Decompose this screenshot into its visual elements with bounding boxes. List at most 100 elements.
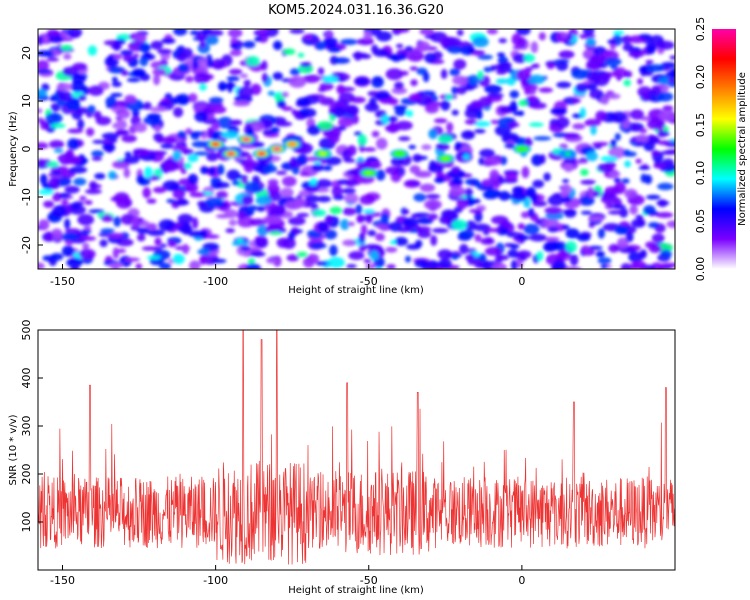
heat-cell bbox=[61, 245, 75, 257]
heat-cell bbox=[525, 137, 532, 148]
heat-cell bbox=[385, 68, 404, 81]
heat-cell bbox=[199, 255, 207, 265]
heat-cell bbox=[120, 49, 134, 56]
heat-cell bbox=[329, 132, 340, 144]
colorbar-tick-label: 0.05 bbox=[694, 209, 707, 234]
heat-cell bbox=[375, 137, 388, 150]
heat-cell bbox=[530, 41, 539, 54]
heat-cell bbox=[619, 207, 629, 218]
heat-cell bbox=[489, 65, 496, 72]
heat-cell bbox=[284, 200, 303, 210]
heat-cell bbox=[275, 170, 288, 175]
heat-cell bbox=[146, 255, 161, 260]
heat-cell bbox=[345, 179, 357, 187]
heat-cell bbox=[511, 33, 522, 46]
heat-cell bbox=[333, 57, 351, 64]
heat-cell bbox=[289, 156, 298, 169]
heat-cell bbox=[354, 131, 362, 136]
heat-cell bbox=[527, 207, 535, 218]
heat-cell bbox=[609, 172, 621, 177]
heat-cell bbox=[562, 96, 579, 105]
heat-cell bbox=[272, 72, 284, 81]
x-tick-label: 0 bbox=[518, 574, 525, 587]
heat-cell bbox=[336, 84, 346, 95]
heat-hotspot bbox=[365, 171, 372, 175]
heat-cell bbox=[486, 228, 501, 233]
heat-cell bbox=[582, 29, 595, 36]
heat-cell bbox=[358, 243, 367, 252]
heat-cell bbox=[204, 234, 220, 239]
heat-cell bbox=[498, 254, 509, 261]
heat-cell bbox=[406, 180, 421, 186]
heat-cell bbox=[416, 41, 431, 52]
heat-cell bbox=[504, 171, 518, 182]
heat-cell bbox=[65, 205, 72, 213]
heat-cell bbox=[40, 123, 50, 130]
heat-cell bbox=[635, 158, 642, 164]
heat-cell bbox=[181, 223, 192, 235]
heat-cell bbox=[364, 102, 380, 112]
heat-cell bbox=[413, 212, 431, 217]
heat-cell bbox=[409, 165, 421, 174]
heat-cell bbox=[449, 68, 461, 77]
heat-cell bbox=[421, 144, 432, 151]
heat-cell bbox=[311, 163, 324, 172]
heat-cell bbox=[139, 56, 149, 67]
heat-cell bbox=[607, 93, 621, 100]
colorbar: 0.00 0.05 0.10 0.15 0.20 0.25 Normalized spec… bbox=[694, 17, 748, 282]
heat-cell bbox=[177, 213, 193, 224]
heat-cell bbox=[576, 234, 591, 242]
heat-cell bbox=[184, 162, 192, 170]
heat-cell bbox=[217, 164, 225, 176]
heat-cell bbox=[375, 233, 385, 242]
heat-cell bbox=[136, 174, 145, 185]
heat-cell bbox=[38, 142, 49, 149]
heat-cell bbox=[518, 99, 528, 107]
heat-cell bbox=[556, 81, 572, 89]
heat-cell bbox=[213, 181, 230, 189]
heat-cell bbox=[200, 166, 210, 175]
heat-cell bbox=[324, 214, 333, 224]
heat-cell bbox=[430, 235, 438, 246]
heat-cell bbox=[572, 123, 586, 130]
heat-cell bbox=[394, 107, 407, 117]
heat-cell bbox=[477, 70, 484, 80]
heat-cell bbox=[172, 253, 185, 265]
heat-cell bbox=[315, 179, 332, 189]
heat-cell bbox=[492, 180, 501, 189]
heat-cell bbox=[474, 210, 483, 223]
x-tick-label: -50 bbox=[360, 275, 378, 288]
heat-cell bbox=[359, 53, 372, 60]
heat-cell bbox=[78, 94, 87, 101]
heat-cell bbox=[610, 65, 618, 70]
heat-cell bbox=[510, 259, 518, 269]
heat-cell bbox=[440, 100, 451, 111]
heat-cell bbox=[364, 212, 382, 217]
heat-cell bbox=[56, 100, 67, 106]
heat-cell bbox=[68, 257, 82, 263]
heat-cell bbox=[187, 154, 199, 163]
heat-cell bbox=[614, 225, 629, 235]
heat-cell bbox=[656, 40, 675, 50]
heat-cell bbox=[597, 257, 612, 265]
heat-cell bbox=[517, 223, 525, 230]
heat-cell bbox=[586, 70, 597, 82]
heat-cell bbox=[547, 194, 565, 206]
heat-cell bbox=[191, 140, 210, 148]
heat-cell bbox=[182, 148, 194, 156]
heat-cell bbox=[347, 221, 355, 227]
heat-cell bbox=[49, 140, 65, 149]
heat-cell bbox=[345, 104, 359, 116]
heat-cell bbox=[476, 109, 483, 120]
colorbar-tick-label: 0.15 bbox=[694, 113, 707, 138]
heat-cell bbox=[394, 81, 404, 90]
heat-cell bbox=[358, 232, 366, 244]
heat-cell bbox=[424, 103, 439, 114]
heat-cell bbox=[315, 261, 328, 266]
heat-cell bbox=[410, 79, 418, 87]
heat-cell bbox=[485, 237, 493, 243]
heat-cell bbox=[524, 87, 532, 95]
heat-cell bbox=[262, 216, 271, 225]
heat-cell bbox=[91, 156, 103, 161]
heat-cell bbox=[408, 144, 417, 150]
